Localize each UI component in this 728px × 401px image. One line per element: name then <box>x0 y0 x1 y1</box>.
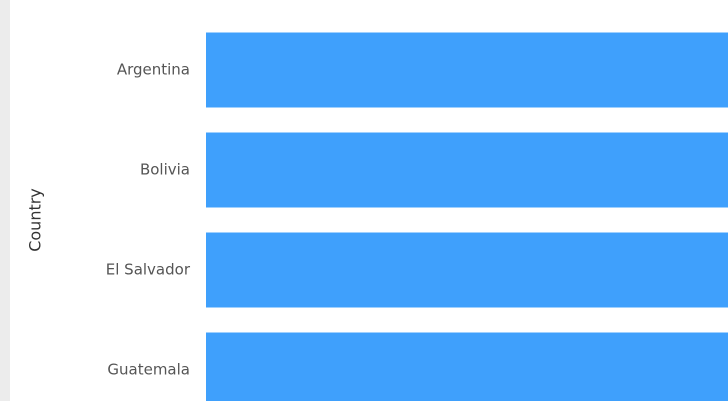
bar <box>206 32 728 108</box>
bar <box>206 132 728 208</box>
bar <box>206 332 728 401</box>
side-panel <box>0 0 10 401</box>
y-tick-label: Argentina <box>117 61 190 79</box>
y-tick-label: Bolivia <box>140 161 190 179</box>
y-tick-label: El Salvador <box>106 261 191 279</box>
y-axis-label: Country <box>26 188 45 252</box>
bar <box>206 232 728 308</box>
y-tick-label: Guatemala <box>107 361 190 379</box>
